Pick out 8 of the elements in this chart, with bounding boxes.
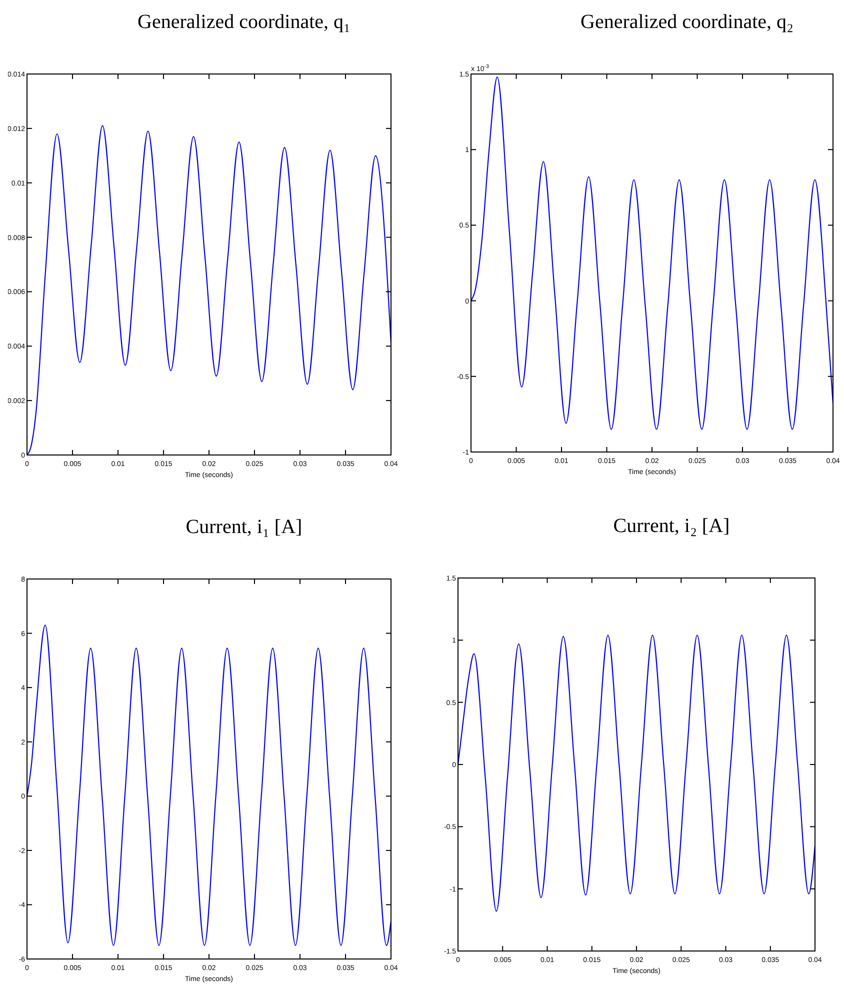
chart-title: Current, i₁ [A]: [186, 516, 302, 538]
line-series: [27, 125, 391, 456]
chart-title: Generalized coordinate, q₂: [580, 11, 794, 33]
chart-title: Current, i₂ [A]: [613, 515, 730, 537]
line-series: [471, 76, 833, 430]
line-series: [27, 624, 391, 946]
line-series: [458, 634, 815, 912]
chart-title: Generalized coordinate, q₁: [138, 11, 350, 33]
